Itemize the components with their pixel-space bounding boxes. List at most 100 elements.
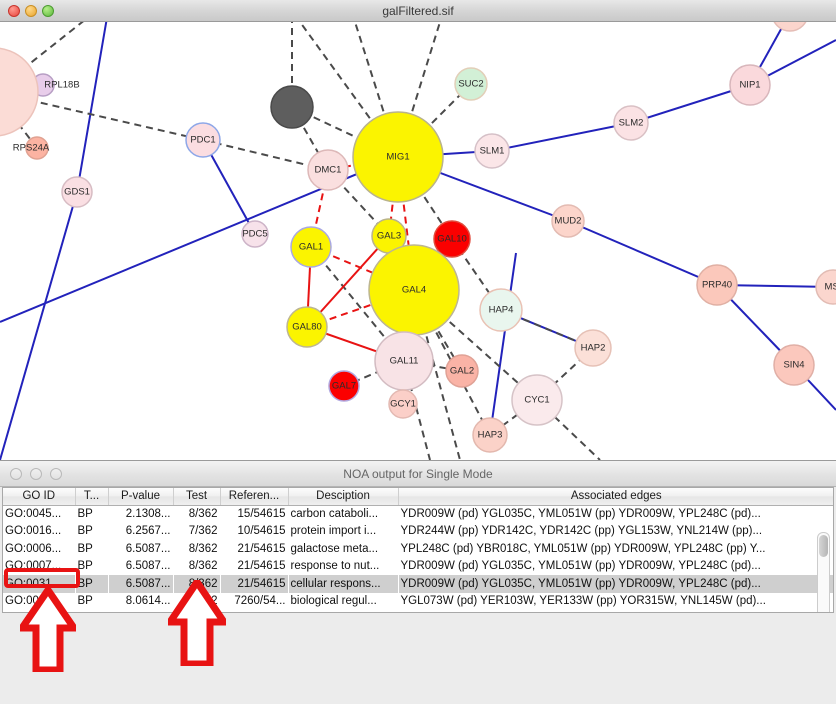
node-circle[interactable] <box>270 85 314 129</box>
network-node-dmc1[interactable]: DMC1 <box>307 149 349 191</box>
network-node-gal10[interactable]: GAL10 <box>433 220 471 258</box>
node-circle[interactable] <box>773 344 815 386</box>
cell-description: galactose meta... <box>290 542 379 555</box>
node-circle[interactable] <box>286 306 328 348</box>
node-circle[interactable] <box>772 22 808 32</box>
network-node[interactable] <box>0 47 39 137</box>
table-row[interactable]: GO:0006... BP 6.5087... 8/362 21/54615 galact… <box>3 540 833 558</box>
node-circle[interactable] <box>511 374 563 426</box>
network-node-nip1[interactable]: NIP1 <box>729 64 771 106</box>
column-header-description[interactable]: Desciption <box>288 488 399 506</box>
node-circle[interactable] <box>815 269 836 305</box>
noa-results-table[interactable]: GO ID T... P-value Test Referen... Desci… <box>3 488 833 612</box>
column-header-type[interactable]: T... <box>75 488 109 506</box>
node-circle[interactable] <box>368 244 460 336</box>
network-node-gal4[interactable]: GAL4 <box>368 244 460 336</box>
node-circle[interactable] <box>474 133 510 169</box>
network-edge[interactable] <box>489 252 517 436</box>
column-header-test[interactable]: Test <box>173 488 221 506</box>
node-circle[interactable] <box>388 389 418 419</box>
node-circle[interactable] <box>613 105 649 141</box>
network-node-hap2[interactable]: HAP2 <box>574 329 612 367</box>
node-circle[interactable] <box>0 47 39 137</box>
network-node-mud2[interactable]: MUD2 <box>551 204 585 238</box>
node-circle[interactable] <box>696 264 738 306</box>
network-node-pdc5[interactable]: PDC5 <box>241 220 269 248</box>
network-node-gal80[interactable]: GAL80 <box>286 306 328 348</box>
node-circle[interactable] <box>374 331 434 391</box>
network-node-suc2[interactable]: SUC2 <box>454 67 488 101</box>
node-circle[interactable] <box>61 176 93 208</box>
node-circle[interactable] <box>574 329 612 367</box>
cell-reference: 15/54615 <box>237 508 286 520</box>
network-node-gds1[interactable]: GDS1 <box>61 176 93 208</box>
cell-type: BP <box>75 575 108 593</box>
node-circle[interactable] <box>352 111 444 203</box>
network-node-mig1[interactable]: MIG1 <box>352 111 444 203</box>
node-circle[interactable] <box>433 220 471 258</box>
network-node-rps24a[interactable]: RPS24A <box>13 136 50 160</box>
table-header-row: GO ID T... P-value Test Referen... Desci… <box>3 488 833 506</box>
node-circle[interactable] <box>445 354 479 388</box>
network-edge[interactable] <box>202 139 256 235</box>
table-row[interactable]: GO:0016... BP 6.2567... 7/362 10/54615 protei… <box>3 523 833 541</box>
close-window-button[interactable] <box>8 5 20 17</box>
network-node-gal11[interactable]: GAL11 <box>374 331 434 391</box>
network-node-hap4[interactable]: HAP4 <box>479 288 523 332</box>
network-node-slm2[interactable]: SLM2 <box>613 105 649 141</box>
network-node-msi[interactable]: MSI <box>815 269 836 305</box>
noa-minimize-button[interactable] <box>30 468 42 480</box>
network-node-hap3[interactable]: HAP3 <box>472 417 508 453</box>
node-circle[interactable] <box>551 204 585 238</box>
table-row[interactable]: GO:0045... BP 2.1308... 8/362 15/54615 carbon… <box>3 505 833 523</box>
node-circle[interactable] <box>290 226 332 268</box>
node-circle[interactable] <box>25 136 49 160</box>
network-edge[interactable] <box>76 22 110 193</box>
network-edge[interactable] <box>202 139 329 171</box>
network-node[interactable] <box>772 22 808 32</box>
node-circle[interactable] <box>729 64 771 106</box>
network-node-pdc1[interactable]: PDC1 <box>185 122 221 158</box>
node-circle[interactable] <box>241 220 269 248</box>
table-row[interactable]: GO:0007... BP 6.5087... 8/362 21/54615 respon… <box>3 558 833 576</box>
network-edge[interactable] <box>0 191 78 460</box>
node-circle[interactable] <box>472 417 508 453</box>
table-vertical-scrollbar[interactable] <box>817 532 830 612</box>
scrollbar-thumb[interactable] <box>819 535 828 557</box>
table-row[interactable]: GO:0065... BP 8.0614... 94/362 7260/54... bio… <box>3 593 833 611</box>
network-canvas[interactable]: RPL18B RPS24A GDS1 PDC1 PDC5 DMC1 MIG1 SUC2 SLM1… <box>0 22 836 460</box>
network-edge[interactable] <box>630 84 751 124</box>
network-node-prp40[interactable]: PRP40 <box>696 264 738 306</box>
network-node-rpl18b[interactable]: RPL18B <box>31 73 80 97</box>
zoom-window-button[interactable] <box>42 5 54 17</box>
node-circle[interactable] <box>307 149 349 191</box>
network-node-slm1[interactable]: SLM1 <box>474 133 510 169</box>
network-edge[interactable] <box>491 122 632 152</box>
node-circle[interactable] <box>185 122 221 158</box>
noa-results-table-container[interactable]: GO ID T... P-value Test Referen... Desci… <box>2 487 834 613</box>
column-header-p-value[interactable]: P-value <box>108 488 174 506</box>
network-node-cyc1[interactable]: CYC1 <box>511 374 563 426</box>
minimize-window-button[interactable] <box>25 5 37 17</box>
network-node-gal1[interactable]: GAL1 <box>290 226 332 268</box>
network-node-gal2[interactable]: GAL2 <box>445 354 479 388</box>
column-header-go-id[interactable]: GO ID <box>3 488 76 506</box>
table-row[interactable]: GO:0031...BP1.3324...11/362105/546...res… <box>3 610 833 612</box>
cell-reference: 10/54615 <box>237 525 286 538</box>
node-circle[interactable] <box>454 67 488 101</box>
network-edge[interactable] <box>567 220 718 286</box>
column-header-reference[interactable]: Referen... <box>220 488 289 506</box>
cell-go-id: GO:0016... <box>5 525 62 538</box>
noa-close-button[interactable] <box>10 468 22 480</box>
noa-zoom-button[interactable] <box>50 468 62 480</box>
column-header-associated-edges[interactable]: Associated edges <box>398 488 833 506</box>
network-node-gcy1[interactable]: GCY1 <box>388 389 418 419</box>
node-circle[interactable] <box>328 370 360 402</box>
network-node-sin4[interactable]: SIN4 <box>773 344 815 386</box>
table-row[interactable]: GO:0031... BP 6.5087... 8/362 21/54615 cellul… <box>3 575 833 593</box>
network-node[interactable] <box>270 85 314 129</box>
cell-go-id: GO:0006... <box>5 542 62 555</box>
node-circle[interactable] <box>479 288 523 332</box>
network-node-gal7[interactable]: GAL7 <box>328 370 360 402</box>
